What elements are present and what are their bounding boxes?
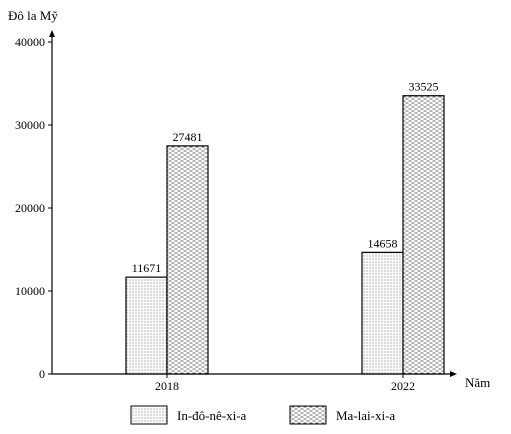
bar-ma-lai-xi-a-2022 (402, 95, 445, 375)
y-tick-label-10000: 10000 (15, 284, 45, 298)
x-axis-title: Năm (465, 375, 490, 390)
legend-swatch-indonesia (130, 405, 168, 425)
legend: In-đô-nê-xi-a Ma-lai-xi-a (130, 405, 395, 425)
plot-area: 0 10000 20000 30000 40000 2018 11671 27481 2022 1… (15, 30, 457, 393)
data-label-ma-lai-xi-a-2018: 27481 (173, 130, 203, 144)
y-tick-label-40000: 40000 (15, 35, 45, 49)
legend-label-indonesia: In-đô-nê-xi-a (177, 408, 247, 423)
y-tick-label-30000: 30000 (15, 118, 45, 132)
bar-in-o-ne-xi-a-2018 (125, 276, 168, 375)
x-tick-label-2022: 2022 (391, 379, 415, 393)
legend-label-malaysia: Ma-lai-xi-a (336, 408, 395, 423)
data-label-ma-lai-xi-a-2022: 33525 (409, 80, 439, 94)
y-tick-label-0: 0 (39, 367, 45, 381)
x-tick-label-2018: 2018 (155, 379, 179, 393)
y-tick-label-20000: 20000 (15, 201, 45, 215)
data-label-in-o-ne-xi-a-2022: 14658 (368, 236, 398, 250)
legend-swatch-malaysia (289, 405, 327, 425)
y-axis-title: Đô la Mỹ (8, 8, 58, 23)
bar-ma-lai-xi-a-2018 (166, 145, 209, 375)
bar-in-o-ne-xi-a-2022 (361, 251, 404, 375)
data-label-in-o-ne-xi-a-2018: 11671 (132, 261, 162, 275)
